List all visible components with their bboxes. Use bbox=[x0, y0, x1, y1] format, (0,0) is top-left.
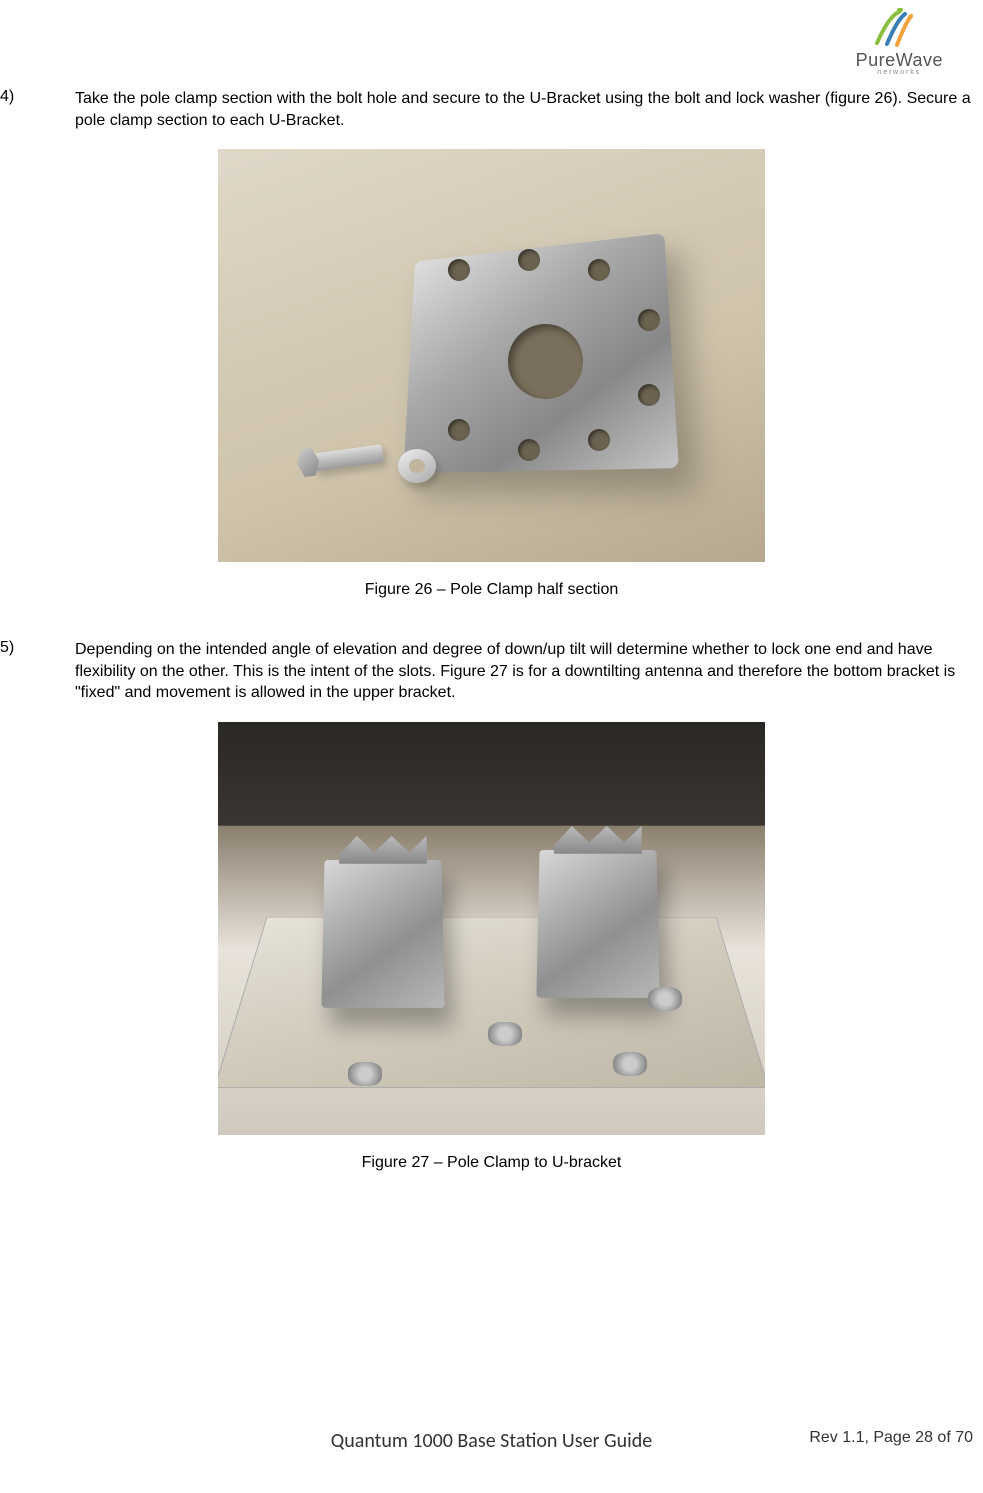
footer-title: Quantum 1000 Base Station User Guide bbox=[331, 1429, 652, 1453]
figure-27: Figure 27 – Pole Clamp to U-bracket bbox=[0, 722, 983, 1172]
step-4: 4) Take the pole clamp section with the … bbox=[0, 88, 983, 131]
figure-26-caption: Figure 26 – Pole Clamp half section bbox=[0, 581, 983, 599]
page-footer: Quantum 1000 Base Station User Guide Rev… bbox=[0, 1429, 983, 1453]
figure-26: Figure 26 – Pole Clamp half section bbox=[0, 149, 983, 599]
step-text: Take the pole clamp section with the bol… bbox=[75, 88, 983, 131]
figure-27-caption: Figure 27 – Pole Clamp to U-bracket bbox=[0, 1154, 983, 1172]
brand-header: PureWave networks bbox=[856, 8, 943, 76]
step-5: 5) Depending on the intended angle of el… bbox=[0, 639, 983, 704]
step-number: 4) bbox=[0, 88, 75, 131]
step-text: Depending on the intended angle of eleva… bbox=[75, 639, 983, 704]
footer-revision: Rev 1.1, Page 28 of 70 bbox=[809, 1429, 973, 1447]
figure-26-image bbox=[218, 149, 765, 562]
logo-swoosh-icon bbox=[869, 8, 929, 48]
page-content: 4) Take the pole clamp section with the … bbox=[0, 10, 983, 1172]
step-number: 5) bbox=[0, 639, 75, 704]
figure-27-image bbox=[218, 722, 765, 1135]
logo-brand-text: PureWave bbox=[856, 50, 943, 71]
logo-sub-text: networks bbox=[877, 69, 921, 76]
